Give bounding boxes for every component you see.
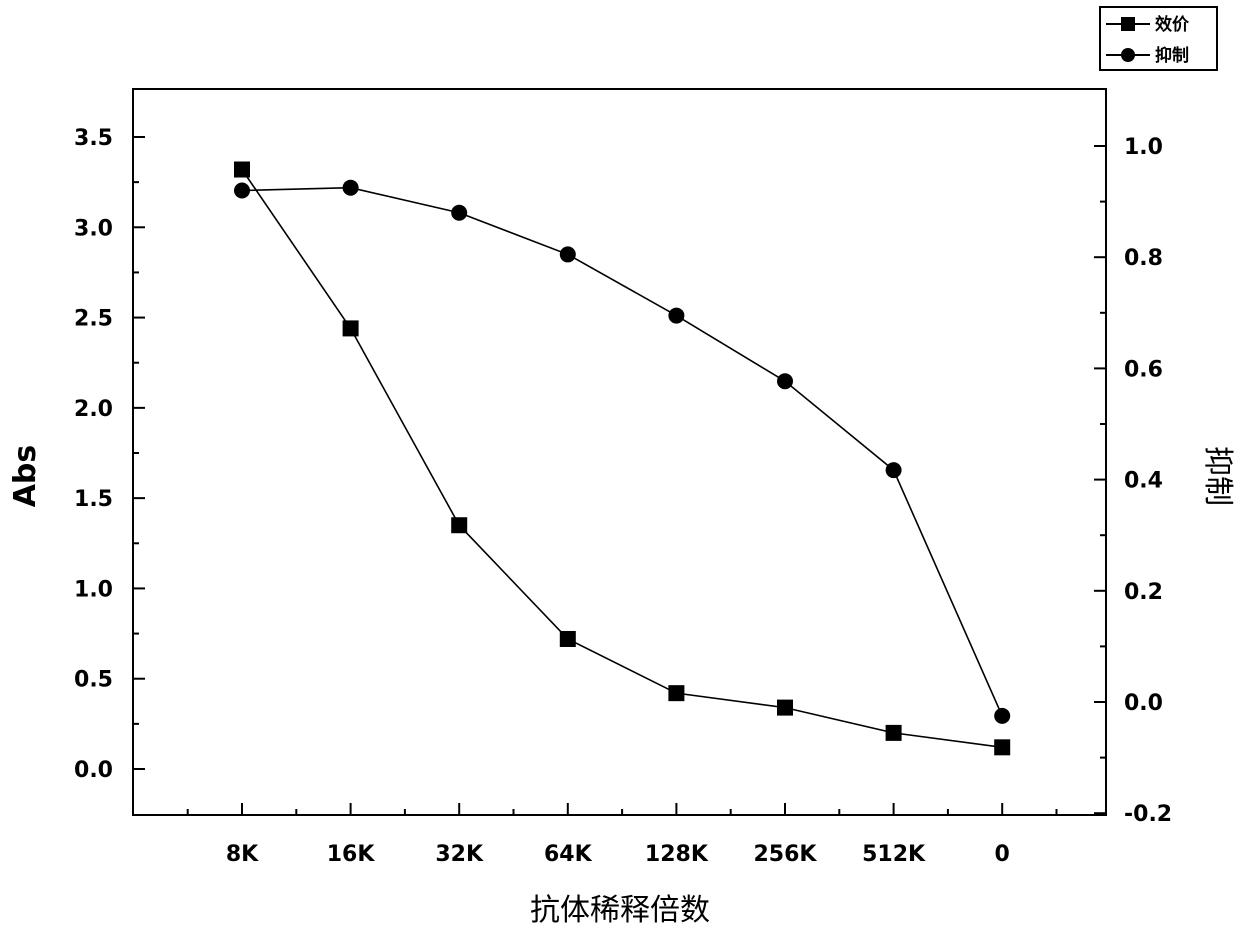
legend-marker-series-2 xyxy=(1121,48,1135,62)
data-point-circle xyxy=(994,708,1010,724)
x-tick-label: 256K xyxy=(754,842,818,867)
x-axis-title: 抗体稀释倍数 xyxy=(530,893,710,928)
series-line-1 xyxy=(242,170,1002,748)
x-tick-label: 16K xyxy=(327,842,376,867)
x-axis: 8K 16K 32K 64K 128K 256K 512K 0 xyxy=(188,803,1057,867)
y-axis-left: 0.0 0.5 1.0 1.5 2.0 2.5 3.0 3.5 xyxy=(74,126,145,783)
legend-label-series-2: 抑制 xyxy=(1155,45,1189,66)
y-tick-label: 3.5 xyxy=(74,126,113,151)
y2-tick-label: 0.4 xyxy=(1124,469,1163,494)
x-tick-label: 512K xyxy=(862,842,926,867)
y2-axis-title: 抑制 xyxy=(1200,446,1235,506)
y-axis-title: Abs xyxy=(8,445,43,508)
y-tick-label: 3.0 xyxy=(74,216,113,241)
x-tick-label: 0 xyxy=(995,842,1010,867)
data-point-circle xyxy=(886,462,902,478)
y2-tick-label: 0.2 xyxy=(1124,580,1163,605)
y2-tick-label: 1.0 xyxy=(1124,135,1163,160)
legend: 效价 抑制 xyxy=(1100,7,1217,70)
y-tick-label: 2.0 xyxy=(74,397,113,422)
data-point-circle xyxy=(451,205,467,221)
data-point-square xyxy=(234,162,250,178)
series-layer xyxy=(234,162,1010,756)
legend-marker-series-1 xyxy=(1121,17,1135,31)
y2-tick-label: 0.6 xyxy=(1124,357,1163,382)
data-point-circle xyxy=(668,308,684,324)
y-tick-label: 0.0 xyxy=(74,758,113,783)
data-point-square xyxy=(668,685,684,701)
data-point-circle xyxy=(560,246,576,262)
y-tick-label: 1.5 xyxy=(74,487,113,512)
plot-frame xyxy=(133,89,1106,815)
data-point-square xyxy=(886,725,902,741)
x-tick-label: 64K xyxy=(544,842,593,867)
y-tick-label: 1.0 xyxy=(74,577,113,602)
data-point-square xyxy=(994,739,1010,755)
data-point-square xyxy=(560,631,576,647)
data-point-circle xyxy=(343,180,359,196)
data-point-square xyxy=(451,517,467,533)
legend-label-series-1: 效价 xyxy=(1155,14,1190,35)
series-line-2 xyxy=(242,188,1002,716)
y2-tick-label: 0.0 xyxy=(1124,691,1163,716)
x-tick-label: 8K xyxy=(226,842,259,867)
x-tick-label: 32K xyxy=(435,842,484,867)
y2-tick-label: 0.8 xyxy=(1124,246,1163,271)
data-point-circle xyxy=(234,182,250,198)
data-point-circle xyxy=(777,373,793,389)
data-point-square xyxy=(343,320,359,336)
x-tick-label: 128K xyxy=(645,842,709,867)
y-tick-label: 0.5 xyxy=(74,668,113,693)
y2-tick-label: -0.2 xyxy=(1124,802,1172,827)
data-point-square xyxy=(777,700,793,716)
y-tick-label: 2.5 xyxy=(74,307,113,332)
